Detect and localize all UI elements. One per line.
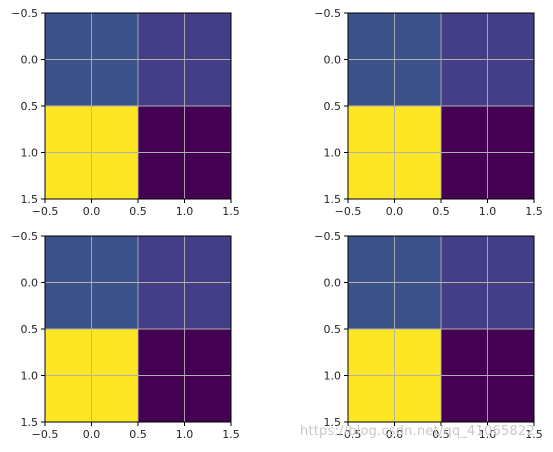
x-tick-label: 1.5 [222,428,240,441]
y-tick-label: 0.0 [324,277,342,290]
x-tick-label: 0.5 [129,205,147,218]
x-tick-label: 1.5 [525,205,543,218]
x-tick-label: 1.5 [222,205,240,218]
x-tick-label: −0.5 [335,205,362,218]
y-tick-label: 1.5 [21,193,39,206]
x-tick-label: 0.5 [432,428,450,441]
x-tick-label: 1.0 [176,205,194,218]
y-tick-label: −0.5 [314,230,341,243]
x-tick-label: 1.0 [176,428,194,441]
subplot-3: −0.5 0.0 0.5 1.0 1.5−0.50.00.51.01.5 [11,230,239,441]
y-tick-label: −0.5 [11,7,38,20]
y-tick-label: 0.5 [324,100,342,113]
y-tick-label: −0.5 [11,230,38,243]
x-tick-label: 0.0 [386,428,404,441]
y-tick-label: −0.5 [314,7,341,20]
y-tick-label: 1.0 [324,147,342,160]
y-tick-label: 0.5 [324,323,342,336]
x-tick-label: 0.0 [386,205,404,218]
x-tick-label: 0.5 [432,205,450,218]
y-tick-label: 0.5 [21,100,39,113]
y-tick-label: 1.5 [21,416,39,429]
x-tick-label: −0.5 [335,428,362,441]
x-tick-label: 1.5 [525,428,543,441]
x-tick-label: 0.0 [83,428,101,441]
x-tick-label: −0.5 [32,205,59,218]
x-tick-label: 1.0 [479,428,497,441]
y-tick-label: 0.0 [21,277,39,290]
x-tick-label: 0.5 [129,428,147,441]
x-tick-label: 0.0 [83,205,101,218]
subplot-2: −0.5 0.0 0.5 1.0 1.5−0.50.00.51.01.5 [314,7,542,218]
y-tick-label: 1.0 [21,147,39,160]
x-tick-label: 1.0 [479,205,497,218]
y-tick-label: 1.0 [324,370,342,383]
y-tick-label: 0.5 [21,323,39,336]
y-tick-label: 1.0 [21,370,39,383]
subplot-4: −0.5 0.0 0.5 1.0 1.5−0.50.00.51.01.5 [314,230,542,441]
y-tick-label: 0.0 [21,54,39,67]
x-tick-label: −0.5 [32,428,59,441]
y-tick-label: 0.0 [324,54,342,67]
y-tick-label: 1.5 [324,416,342,429]
y-tick-label: 1.5 [324,193,342,206]
subplot-1: −0.5 0.0 0.5 1.0 1.5−0.50.00.51.01.5 [11,7,239,218]
watermark-text: https://blog.csdn.net/qq_41065822 [300,424,535,439]
